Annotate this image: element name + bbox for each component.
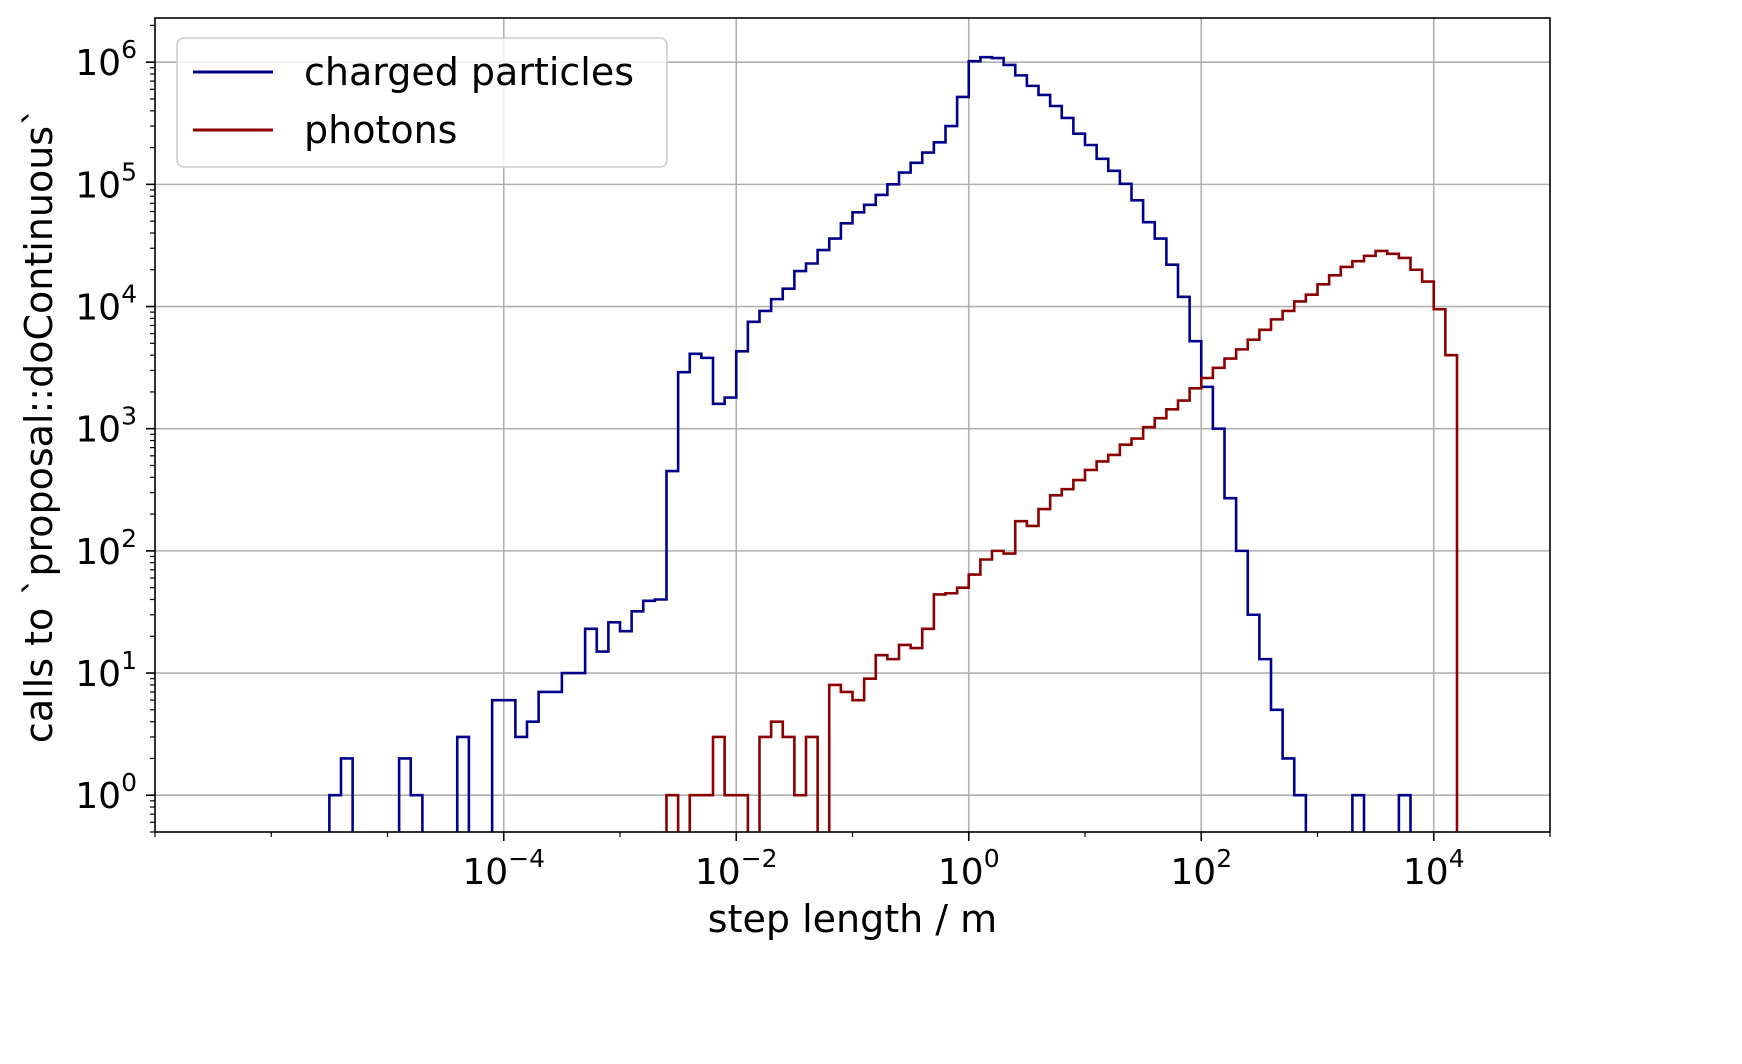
tick-marks: [146, 24, 1551, 841]
x-tick-label: 104: [1403, 844, 1465, 893]
legend-label-photons: photons: [304, 108, 457, 152]
y-tick-label: 101: [75, 646, 137, 695]
y-tick-label: 105: [75, 157, 137, 206]
y-tick-label: 102: [75, 524, 137, 573]
y-tick-label: 103: [75, 402, 137, 451]
x-tick-label: 10−4: [462, 844, 545, 893]
series-line-photons: [665, 249, 1459, 832]
y-tick-label: 104: [75, 280, 137, 329]
legend-box: [176, 37, 668, 168]
y-tick-label: 106: [75, 35, 137, 84]
y-axis-label: calls to `proposal::doContinuous`: [17, 107, 61, 743]
series-layer: [328, 55, 1459, 832]
tick-labels: 10−4 10−2 100 102 104 100 101 102 103 104 105 106: [75, 35, 1464, 893]
x-axis-label: step length / m: [708, 897, 997, 941]
y-tick-label: 100: [75, 768, 137, 817]
legend-label-charged-particles: charged particles: [304, 50, 634, 94]
x-tick-label: 102: [1170, 844, 1232, 893]
x-tick-label: 10−2: [695, 844, 778, 893]
series-line-charged-particles: [328, 55, 1412, 832]
x-tick-label: 100: [938, 844, 1000, 893]
legend: charged particles photons: [176, 37, 668, 168]
